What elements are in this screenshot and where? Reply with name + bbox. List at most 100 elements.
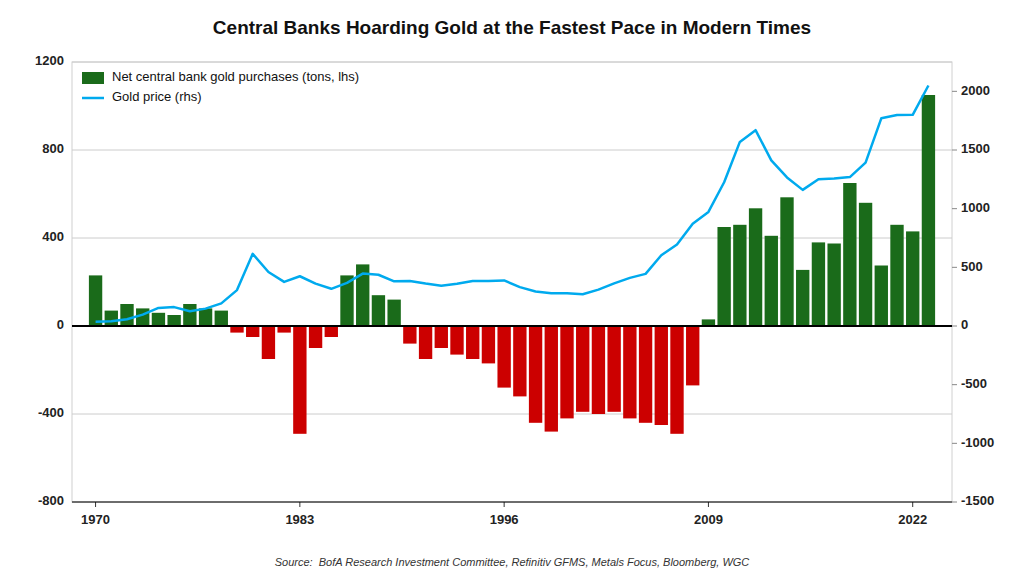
bar	[419, 326, 432, 359]
grid-line	[72, 62, 952, 63]
grid-line	[72, 150, 952, 151]
y2-tick-label: -500	[961, 376, 987, 391]
bar	[576, 326, 589, 412]
bar	[749, 208, 762, 326]
bar	[686, 326, 699, 385]
chart: -800 -400 0 400 800 1200 -1500 -1000 -500 0 500 100…	[0, 0, 1024, 576]
grid-line	[72, 238, 952, 239]
legend-swatch	[82, 72, 104, 84]
y-tick-label: 800	[42, 141, 64, 156]
y-tick-label: 1200	[35, 53, 64, 68]
x-tick-label: 1970	[81, 512, 110, 527]
bar	[183, 304, 196, 326]
bar	[859, 203, 872, 326]
bar	[670, 326, 683, 434]
y2-tick-label: 0	[961, 317, 968, 332]
grid-line	[72, 326, 952, 327]
bar	[450, 326, 463, 355]
bar	[843, 183, 856, 326]
bar	[639, 326, 652, 423]
bar	[403, 326, 416, 344]
bar	[607, 326, 620, 412]
bar	[717, 227, 730, 326]
bar	[215, 311, 228, 326]
bar	[780, 197, 793, 326]
bar	[120, 304, 133, 326]
bar	[387, 300, 400, 326]
grid-line	[72, 502, 952, 503]
y-tick-label: -400	[38, 405, 64, 420]
x-tick	[299, 502, 300, 507]
bar	[105, 311, 118, 326]
bar	[796, 270, 809, 326]
bar	[167, 315, 180, 326]
x-tick-label: 2009	[694, 512, 723, 527]
x-tick-label: 1983	[285, 512, 314, 527]
bar	[655, 326, 668, 425]
y2-tick	[952, 326, 957, 327]
y2-tick-label: -1500	[961, 493, 994, 508]
source-note: Source: BofA Research Investment Committ…	[275, 556, 750, 568]
bar	[592, 326, 605, 414]
line	[96, 85, 929, 321]
plot-data	[89, 85, 935, 433]
y2-tick	[952, 384, 957, 385]
legend: Net central bank gold purchases (tons, l…	[82, 69, 359, 104]
y2-tick-label: 500	[961, 259, 983, 274]
x-tick	[912, 502, 913, 507]
y2-tick-label: 1000	[961, 200, 990, 215]
title: Central Banks Hoarding Gold at the Faste…	[213, 17, 811, 38]
legend-swatch	[82, 97, 104, 100]
y2-tick-label: 1500	[961, 141, 990, 156]
x-tick	[708, 502, 709, 507]
y2-tick-label: 2000	[961, 83, 990, 98]
legend-label: Gold price (rhs)	[112, 89, 202, 104]
bar	[623, 326, 636, 418]
bar	[466, 326, 479, 359]
y2-tick	[952, 150, 957, 151]
y2-tick	[952, 443, 957, 444]
bar	[529, 326, 542, 423]
bar	[765, 236, 778, 326]
bar	[890, 225, 903, 326]
bar	[827, 244, 840, 327]
bar	[309, 326, 322, 348]
bar	[560, 326, 573, 418]
bar	[325, 326, 338, 337]
bar	[513, 326, 526, 396]
y2-tick	[952, 267, 957, 268]
bar	[545, 326, 558, 432]
y2-tick-label: -1000	[961, 435, 994, 450]
bar	[246, 326, 259, 337]
y-tick-label: 400	[42, 229, 64, 244]
x-tick	[95, 502, 96, 507]
y2-tick	[952, 208, 957, 209]
y-tick-label: -800	[38, 493, 64, 508]
x-tick-label: 1996	[490, 512, 519, 527]
bar	[435, 326, 448, 348]
bar	[497, 326, 510, 388]
bar	[199, 308, 212, 326]
bar	[906, 231, 919, 326]
y2-tick	[952, 502, 957, 503]
bar	[922, 95, 935, 326]
bar	[812, 242, 825, 326]
bar	[372, 295, 385, 326]
bar	[875, 266, 888, 327]
x-tick	[504, 502, 505, 507]
bar	[482, 326, 495, 363]
x-tick-label: 2022	[898, 512, 927, 527]
y2-tick	[952, 91, 957, 92]
bar	[262, 326, 275, 359]
grid-line	[72, 414, 952, 415]
y-tick-label: 0	[57, 317, 64, 332]
grid	[72, 62, 952, 502]
legend-label: Net central bank gold purchases (tons, l…	[112, 69, 359, 84]
bar	[89, 275, 102, 326]
bar	[293, 326, 306, 434]
zero-line	[72, 325, 952, 327]
x-axis-line	[72, 501, 952, 502]
bar	[152, 313, 165, 326]
bar	[733, 225, 746, 326]
plot-frame	[72, 62, 952, 502]
